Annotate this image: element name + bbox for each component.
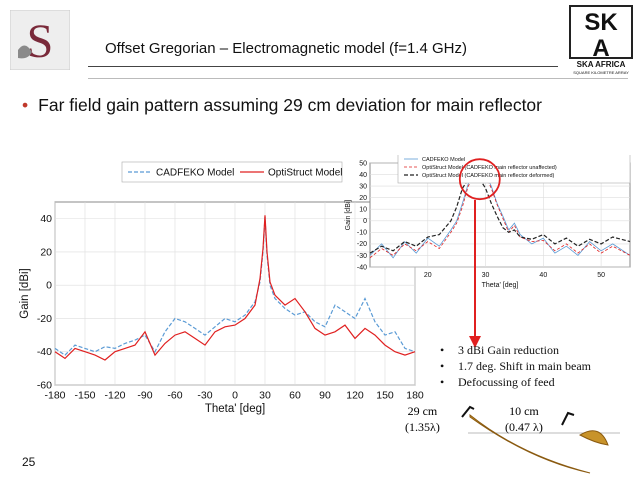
callout-arrow xyxy=(469,200,481,348)
main-x-axis-label: Theta' [deg] xyxy=(205,403,265,415)
university-logo: S xyxy=(10,10,70,70)
feed-icon-left xyxy=(461,405,475,418)
main-x-tick-label: 60 xyxy=(289,390,301,402)
main-series-line-1 xyxy=(54,216,416,356)
inset-gain-chart: 20 30 40 50 50 40 30 20 10 0 -10 -20 -30 -40 Theta' [d… xyxy=(345,155,631,289)
main-x-tick-label: 150 xyxy=(376,390,394,402)
bullet-dot: • xyxy=(22,95,29,115)
main-legend-box xyxy=(121,161,343,183)
ska-africa-logo: SK A SKA AFRICA SQUARE KILOMETRE ARRAY xyxy=(569,5,633,75)
main-x-tick-label: 120 xyxy=(346,390,364,402)
main-x-tick-label: 180 xyxy=(406,390,424,402)
title-divider xyxy=(88,66,558,67)
inset-x-tick-label: 30 xyxy=(482,272,490,279)
main-x-tick-label: -30 xyxy=(197,390,212,402)
inset-y-tick-label: 30 xyxy=(359,183,367,190)
inset-y-tick-label: -40 xyxy=(357,264,367,271)
main-legend-label-1: CADFEKO Model xyxy=(156,167,234,178)
inset-y-axis-label: Gain [dBi] xyxy=(345,200,352,231)
inset-legend-label-1: CADFEKO Model xyxy=(422,157,465,163)
label-29cm: 29 cm (1.35λ) xyxy=(405,403,440,435)
main-y-tick-label: -20 xyxy=(37,313,52,325)
inset-y-tick-label: 10 xyxy=(359,207,367,214)
main-y-axis-label: Gain [dBi] xyxy=(19,268,31,319)
label-10cm: 10 cm (0.47 λ) xyxy=(505,403,543,435)
logo-a-text: A xyxy=(592,35,609,62)
slide-title: Offset Gregorian – Electromagnetic model… xyxy=(105,40,467,57)
main-x-tick-label: 0 xyxy=(232,390,238,402)
inset-y-tick-label: 20 xyxy=(359,195,367,202)
main-series-line-2 xyxy=(54,215,416,361)
main-beam-highlight-circle xyxy=(458,158,501,201)
inset-legend-label-3: OptiStruct Model (CADFEKO main reflector… xyxy=(422,173,555,179)
inset-series-line-1 xyxy=(369,171,631,259)
sub-reflector-shape xyxy=(578,430,609,446)
main-bullet: • Far field gain pattern assuming 29 cm d… xyxy=(22,95,542,116)
inset-x-tick-label: 40 xyxy=(539,272,547,279)
inset-x-tick-label: 50 xyxy=(597,272,605,279)
inset-legend-label-2: OptiStruct Model (CADFEKO main reflector… xyxy=(422,165,557,171)
main-reflector-shape xyxy=(469,413,591,474)
main-x-tick-label: -180 xyxy=(44,390,65,402)
main-y-tick-label: 0 xyxy=(46,280,52,292)
inset-y-tick-label: -20 xyxy=(357,241,367,248)
logo-ska-africa-text: SKA AFRICA xyxy=(577,60,626,69)
inset-legend-box xyxy=(397,155,631,184)
label-10cm-lambda: (0.47 λ) xyxy=(505,420,543,434)
note-gain-reduction: 3 dBi Gain reduction xyxy=(440,342,591,358)
inset-y-tick-label: -10 xyxy=(357,230,367,237)
inset-series-line-2 xyxy=(369,172,631,259)
main-legend-label-2: OptiStruct Model xyxy=(268,167,342,178)
title-divider-secondary xyxy=(88,78,628,79)
svg-text:S: S xyxy=(27,15,54,68)
result-notes: 3 dBi Gain reduction 1.7 deg. Shift in m… xyxy=(440,342,591,390)
main-x-tick-label: 90 xyxy=(319,390,331,402)
main-x-tick-label: 30 xyxy=(259,390,271,402)
label-29cm-lambda: (1.35λ) xyxy=(405,420,440,434)
main-bullet-text: Far field gain pattern assuming 29 cm de… xyxy=(38,95,542,115)
main-x-tick-label: -150 xyxy=(74,390,95,402)
inset-y-tick-label: 40 xyxy=(359,172,367,179)
main-x-tick-label: -120 xyxy=(104,390,125,402)
main-x-tick-label: -90 xyxy=(137,390,152,402)
feed-icon-right xyxy=(561,411,575,426)
logo-ska-subtitle: SQUARE KILOMETRE ARRAY xyxy=(573,70,629,75)
inset-y-tick-label: -30 xyxy=(357,253,367,260)
label-10cm-value: 10 cm xyxy=(509,404,539,418)
note-beam-shift: 1.7 deg. Shift in main beam xyxy=(440,358,591,374)
reflector-diagram xyxy=(461,405,620,474)
page-number: 25 xyxy=(22,455,36,469)
note-defocus: Defocussing of feed xyxy=(440,374,591,390)
inset-series-line-3 xyxy=(369,174,631,254)
main-y-tick-label: 40 xyxy=(40,213,52,225)
inset-y-tick-label: 50 xyxy=(359,160,367,167)
main-y-tick-label: 20 xyxy=(40,246,52,258)
inset-x-tick-label: 20 xyxy=(424,272,432,279)
main-y-tick-label: -40 xyxy=(37,346,52,358)
main-y-tick-label: -60 xyxy=(37,380,52,392)
label-29cm-value: 29 cm xyxy=(407,404,438,418)
main-x-tick-label: -60 xyxy=(167,390,182,402)
inset-x-axis-label: Theta' [deg] xyxy=(482,282,519,289)
inset-y-tick-label: 0 xyxy=(363,218,367,225)
logo-sk-text: SK xyxy=(584,9,618,36)
